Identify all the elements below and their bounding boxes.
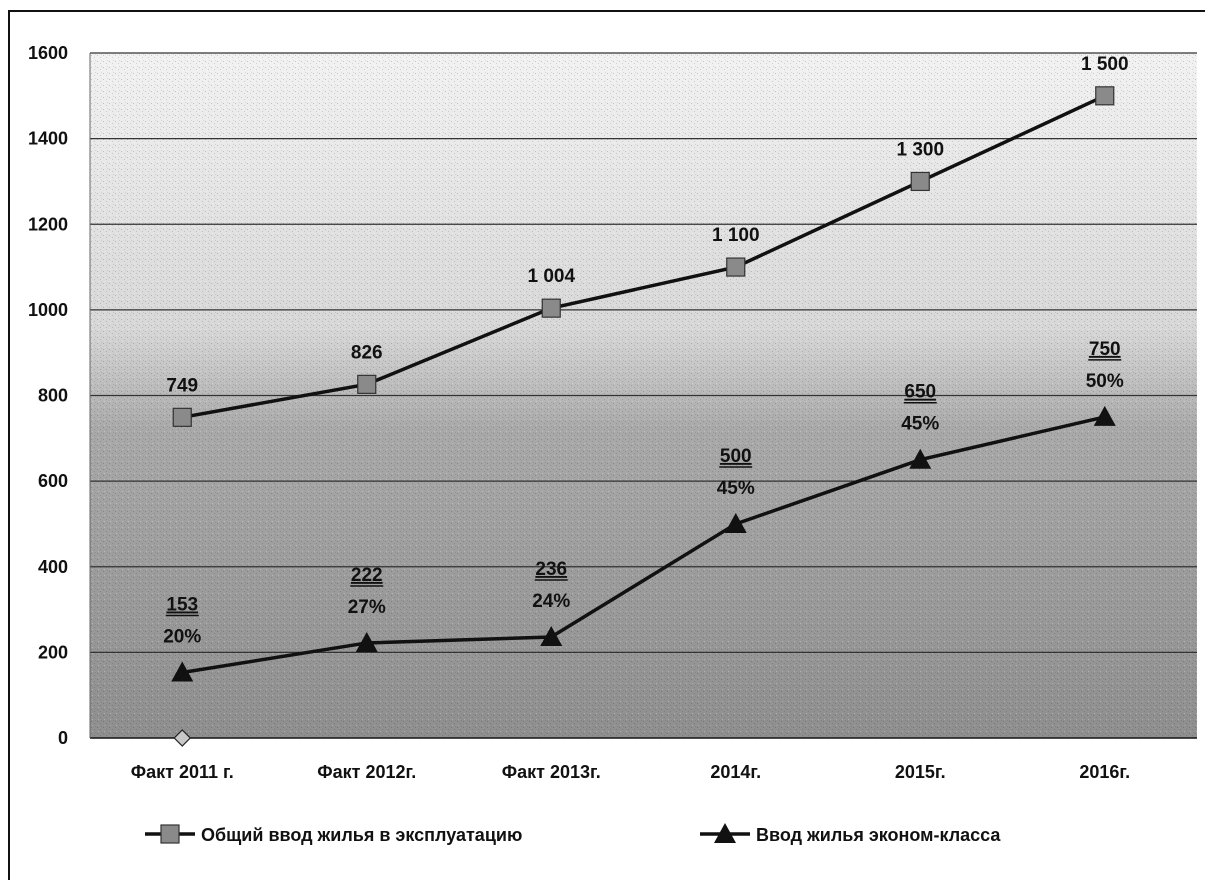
legend-item-1: Общий ввод жилья в эксплуатацию — [145, 824, 522, 845]
legend-item-2: Ввод жилья эконом-класса — [700, 823, 1001, 845]
series-line — [181, 415, 1106, 675]
data-label-value: 500 — [720, 446, 752, 467]
x-tick-label: 2015г. — [895, 762, 946, 782]
data-point-square — [357, 374, 377, 394]
y-axis-ticks: 0 200 400 600 800 1000 1200 1400 1600 — [28, 43, 68, 748]
data-point-triangle — [714, 823, 736, 843]
y-tick-label: 1000 — [28, 300, 68, 320]
legend-label: Ввод жилья эконом-класса — [756, 825, 1001, 845]
data-label-value: 1 500 — [1081, 54, 1129, 75]
data-label-value: 1 100 — [712, 225, 760, 246]
data-label-value: 826 — [351, 342, 383, 363]
y-tick-label: 400 — [38, 557, 68, 577]
x-tick-label: 2014г. — [710, 762, 761, 782]
data-label-value: 750 — [1089, 339, 1121, 360]
chart-frame — [8, 10, 1205, 880]
data-point-diamond — [173, 729, 192, 747]
data-point-square — [726, 257, 746, 277]
series-line — [181, 94, 1106, 420]
x-tick-label: Факт 2011 г. — [131, 762, 234, 782]
data-label-value: 1 004 — [527, 266, 575, 287]
data-label-value: 153 — [166, 594, 198, 615]
y-tick-label: 200 — [38, 642, 68, 662]
y-tick-label: 600 — [38, 471, 68, 491]
y-tick-label: 1400 — [28, 129, 68, 149]
series-group: 749 826 1 004 1 100 1 300 1 500 153 20% 222 27% 23… — [163, 54, 1129, 747]
data-label-percent: 20% — [163, 626, 201, 647]
data-label-percent: 45% — [901, 414, 939, 435]
data-point-square — [1095, 86, 1115, 106]
y-tick-label: 1200 — [28, 214, 68, 234]
data-label-value: 1 300 — [896, 139, 944, 160]
data-point-square — [160, 824, 180, 844]
data-point-square — [910, 171, 930, 192]
x-axis-ticks: Факт 2011 г. Факт 2012г. Факт 2013г. 2014г.… — [131, 762, 1130, 782]
data-label-value: 236 — [535, 559, 567, 580]
series-2: 153 20% 222 27% 236 24% 500 45% 650 45% 750 50% — [163, 339, 1124, 682]
x-tick-label: 2016г. — [1079, 762, 1130, 782]
data-label-value: 650 — [904, 382, 936, 403]
x-tick-label: Факт 2013г. — [502, 762, 601, 782]
legend-label: Общий ввод жилья в эксплуатацию — [201, 825, 522, 845]
data-label-value: 222 — [351, 565, 383, 586]
data-label-value: 749 — [166, 375, 198, 396]
series-1: 749 826 1 004 1 100 1 300 1 500 — [166, 54, 1129, 427]
data-label-percent: 45% — [717, 478, 755, 499]
data-point-triangle — [909, 448, 932, 469]
data-point-triangle — [724, 512, 747, 533]
y-tick-label: 0 — [58, 728, 68, 748]
data-point-square — [541, 298, 561, 318]
data-label-percent: 24% — [532, 591, 570, 612]
data-point-triangle — [540, 625, 563, 646]
y-tick-label: 800 — [38, 386, 68, 406]
data-point-triangle — [1093, 405, 1116, 426]
y-tick-label: 1600 — [28, 43, 68, 63]
data-label-percent: 50% — [1086, 371, 1124, 392]
data-point-triangle — [355, 631, 378, 652]
data-label-percent: 27% — [348, 597, 386, 618]
x-tick-label: Факт 2012г. — [317, 762, 416, 782]
data-point-square — [172, 407, 192, 427]
legend: Общий ввод жилья в эксплуатацию Ввод жиль… — [145, 823, 1001, 845]
data-point-triangle — [171, 661, 194, 682]
